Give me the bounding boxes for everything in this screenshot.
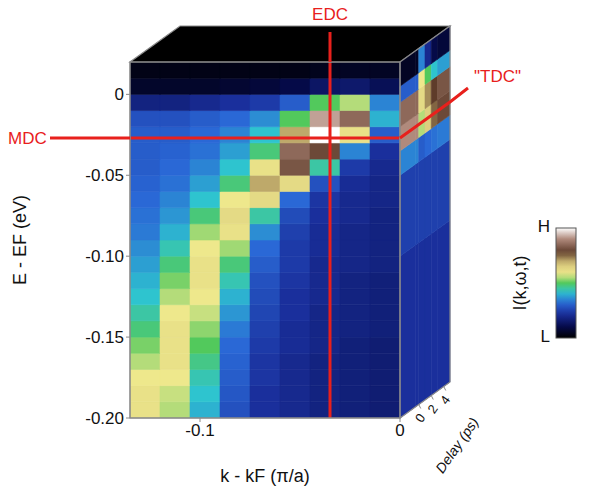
svg-text:0: 0 bbox=[395, 421, 404, 440]
svg-text:MDC: MDC bbox=[8, 129, 47, 148]
svg-text:4: 4 bbox=[437, 393, 453, 408]
svg-text:L: L bbox=[541, 327, 550, 346]
svg-text:0: 0 bbox=[115, 85, 124, 104]
svg-text:"TDC": "TDC" bbox=[474, 67, 521, 86]
svg-text:H: H bbox=[538, 217, 550, 236]
svg-text:E - EF (eV): E - EF (eV) bbox=[10, 195, 30, 285]
svg-text:EDC: EDC bbox=[312, 5, 348, 24]
svg-text:2: 2 bbox=[424, 402, 440, 417]
svg-text:k - kF (π/a): k - kF (π/a) bbox=[220, 466, 309, 486]
svg-text:Delay (ps): Delay (ps) bbox=[432, 414, 482, 475]
svg-text:-0.05: -0.05 bbox=[85, 166, 124, 185]
svg-text:-0.20: -0.20 bbox=[85, 409, 124, 428]
svg-text:-0.15: -0.15 bbox=[85, 328, 124, 347]
svg-text:0: 0 bbox=[412, 411, 428, 426]
svg-text:-0.1: -0.1 bbox=[185, 421, 214, 440]
svg-text:I(k,ω,t): I(k,ω,t) bbox=[510, 255, 530, 310]
svg-text:-0.10: -0.10 bbox=[85, 247, 124, 266]
